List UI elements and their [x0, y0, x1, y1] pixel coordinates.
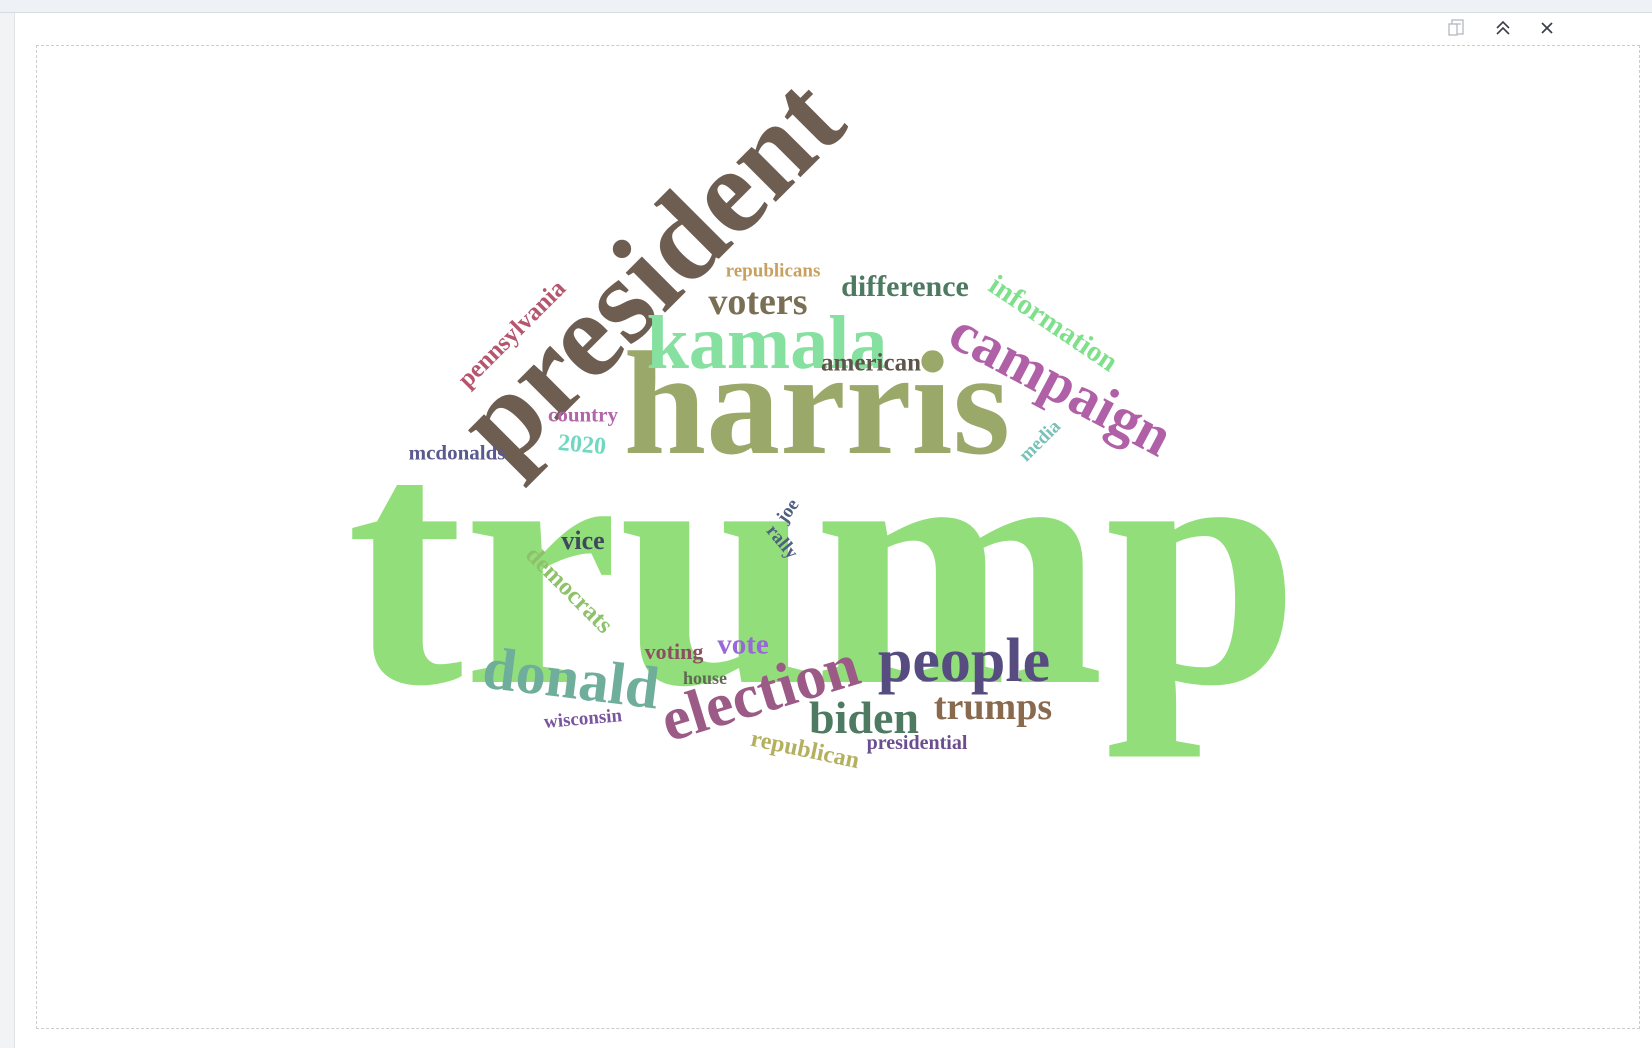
left-sidebar-strip — [0, 13, 15, 1048]
wordcloud-panel: trump harris president kamala campaign p… — [36, 45, 1640, 1029]
word-country[interactable]: country — [548, 402, 618, 427]
document-icon[interactable] — [1442, 14, 1470, 42]
word-american[interactable]: american — [821, 349, 921, 377]
collapse-up-icon[interactable] — [1489, 14, 1517, 42]
word-republicans[interactable]: republicans — [725, 260, 821, 282]
word-vice[interactable]: vice — [561, 526, 605, 555]
word-people[interactable]: people — [877, 627, 1051, 695]
word-trump[interactable]: trump — [346, 370, 1300, 758]
word-harris[interactable]: harris — [623, 322, 1011, 486]
window-top-bar — [0, 0, 1652, 13]
word-kamala[interactable]: kamala — [646, 301, 888, 385]
window-bottom-bar — [15, 1034, 1652, 1048]
word-biden[interactable]: biden — [809, 692, 919, 743]
word-2020[interactable]: 2020 — [556, 429, 608, 461]
word-vote[interactable]: vote — [717, 628, 769, 661]
word-trumps[interactable]: trumps — [933, 686, 1053, 728]
word-presidential[interactable]: presidential — [866, 732, 968, 754]
word-difference[interactable]: difference — [841, 270, 969, 303]
word-mcdonalds[interactable]: mcdonalds — [408, 440, 506, 465]
word-voters[interactable]: voters — [708, 281, 808, 323]
close-icon[interactable] — [1533, 14, 1561, 42]
word-voting[interactable]: voting — [644, 639, 704, 664]
word-house[interactable]: house — [682, 668, 728, 688]
